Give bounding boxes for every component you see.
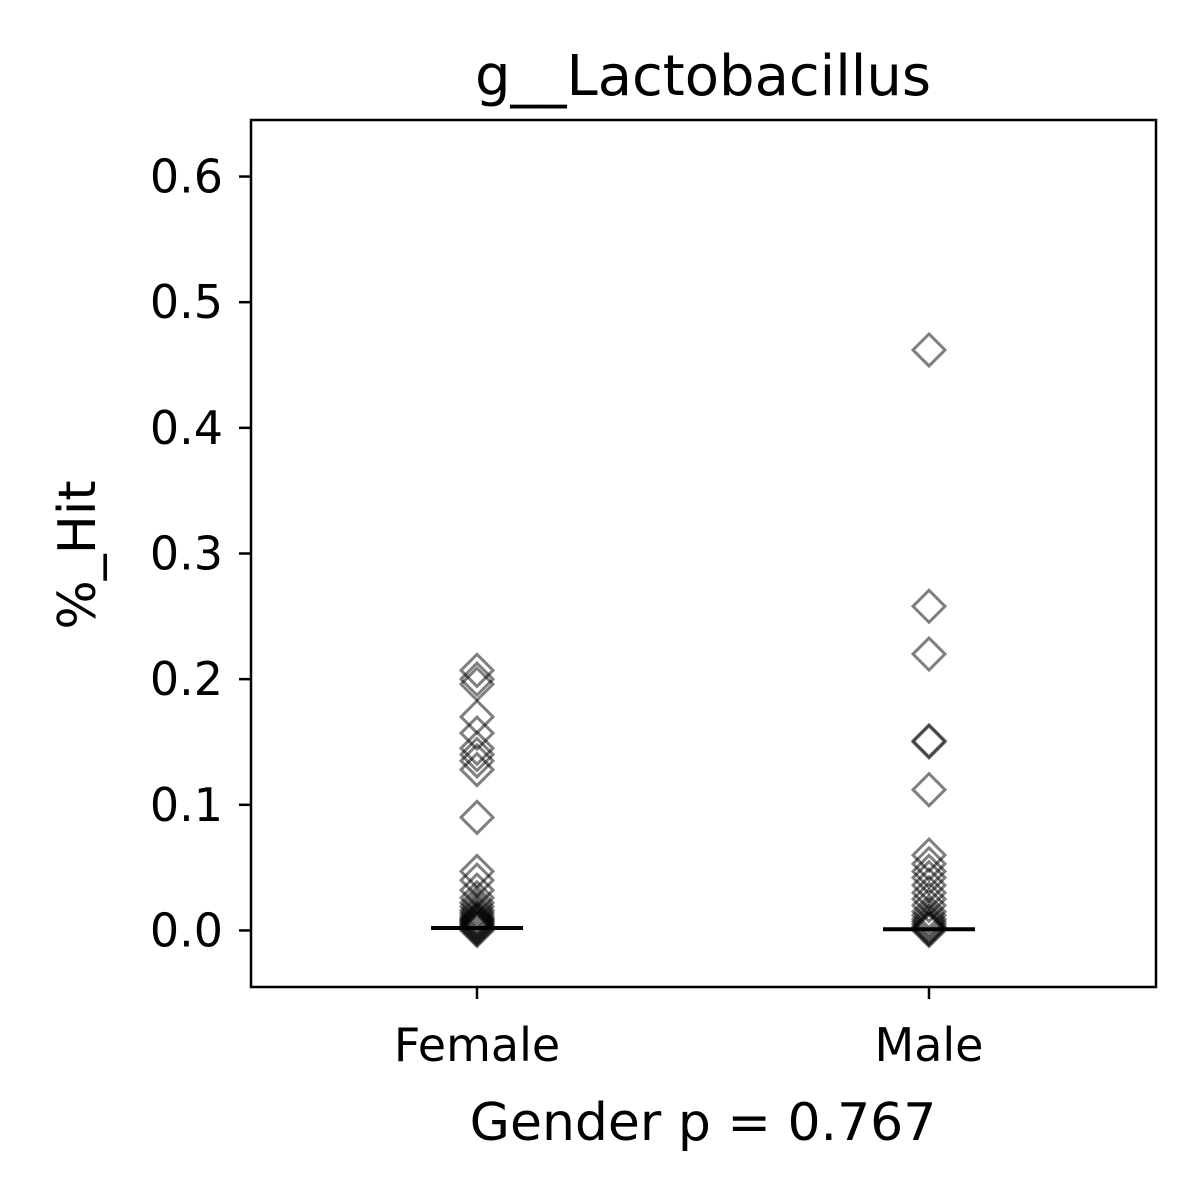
data-point-female bbox=[458, 912, 496, 949]
x-tick-label-female: Female bbox=[394, 1018, 560, 1072]
data-point-female bbox=[458, 742, 496, 779]
data-point-female bbox=[458, 736, 496, 773]
data-point-female bbox=[458, 751, 496, 788]
y-tick-label: 0.2 bbox=[150, 652, 223, 706]
y-tick-label: 0.4 bbox=[150, 401, 223, 455]
data-point-male bbox=[910, 897, 948, 934]
data-point-female bbox=[458, 715, 496, 752]
chart-title: g__Lactobacillus bbox=[475, 44, 931, 109]
data-point-female bbox=[458, 897, 496, 934]
data-point-female bbox=[458, 799, 496, 836]
y-tick-label: 0.5 bbox=[150, 275, 223, 329]
plot-marks bbox=[431, 331, 975, 949]
x-axis: Female Male bbox=[394, 987, 984, 1072]
data-point-male bbox=[910, 722, 948, 759]
data-point-male bbox=[910, 901, 948, 938]
data-point-female bbox=[458, 884, 496, 921]
data-point-female bbox=[458, 730, 496, 767]
data-point-male bbox=[910, 906, 948, 943]
y-tick-label: 0.6 bbox=[150, 150, 223, 204]
data-point-male bbox=[910, 903, 948, 940]
data-point-male bbox=[910, 771, 948, 808]
y-axis-label: %_Hit bbox=[48, 480, 108, 629]
data-point-male bbox=[910, 331, 948, 369]
data-point-female bbox=[458, 652, 496, 689]
x-tick-label-male: Male bbox=[875, 1018, 984, 1072]
plot-frame bbox=[249, 118, 1158, 989]
y-tick-label: 0.3 bbox=[150, 527, 223, 581]
y-axis: 0.0 0.1 0.2 0.3 0.4 0.5 0.6 bbox=[150, 150, 251, 957]
data-point-female bbox=[458, 661, 496, 698]
data-point-male bbox=[910, 588, 948, 625]
data-point-male bbox=[910, 912, 948, 949]
data-point-male bbox=[910, 723, 948, 761]
x-axis-label: Gender p = 0.767 bbox=[470, 1093, 937, 1153]
y-tick-label: 0.0 bbox=[150, 903, 223, 957]
data-point-male bbox=[910, 635, 948, 673]
data-point-female bbox=[458, 888, 496, 925]
data-point-male bbox=[910, 845, 948, 882]
y-tick-label: 0.1 bbox=[150, 778, 223, 832]
data-point-male bbox=[910, 887, 948, 924]
